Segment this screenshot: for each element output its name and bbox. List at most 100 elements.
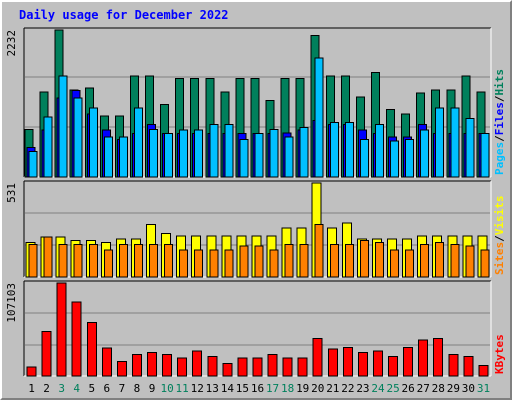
kbytes-bar-day-1 bbox=[26, 366, 37, 377]
x-tick-label-day-20: 20 bbox=[311, 382, 324, 395]
pages-bar-day-19 bbox=[299, 127, 309, 178]
x-tick-label-day-13: 13 bbox=[206, 382, 219, 395]
sites-bar-day-22 bbox=[344, 243, 354, 278]
sites-bar-day-21 bbox=[329, 243, 339, 278]
sites-bar-day-3 bbox=[58, 243, 68, 278]
x-tick-label-day-18: 18 bbox=[281, 382, 294, 395]
x-tick-label-day-6: 6 bbox=[104, 382, 111, 395]
sites-bar-day-16 bbox=[254, 245, 264, 278]
kbytes-bar-day-28 bbox=[433, 337, 444, 377]
kbytes-bar-day-31 bbox=[478, 364, 489, 377]
pages-bar-day-6 bbox=[103, 136, 113, 178]
sites-bar-day-18 bbox=[284, 243, 294, 278]
sites-bar-day-14 bbox=[224, 249, 234, 278]
pages-bar-day-25 bbox=[390, 140, 400, 178]
sites-bar-day-30 bbox=[465, 245, 475, 278]
pages-bar-day-3 bbox=[58, 75, 68, 178]
x-tick-label-day-7: 7 bbox=[119, 382, 126, 395]
x-tick-label-day-30: 30 bbox=[462, 382, 475, 395]
kbytes-panel-legend: KBytes bbox=[493, 334, 506, 374]
kbytes-bar-day-14 bbox=[222, 362, 233, 377]
legend-hits: Hits bbox=[493, 69, 506, 96]
pages-bar-day-29 bbox=[450, 107, 460, 178]
kbytes-bar-day-9 bbox=[147, 352, 158, 377]
x-tick-label-day-22: 22 bbox=[341, 382, 354, 395]
x-tick-label-day-17: 17 bbox=[266, 382, 279, 395]
kbytes-bar-day-12 bbox=[192, 350, 203, 377]
pages-bar-day-12 bbox=[194, 129, 204, 178]
pages-bar-day-26 bbox=[405, 138, 415, 178]
visits-panel-ymax-label: 531 bbox=[5, 183, 18, 203]
visits-panel-legend: Sites/Visits bbox=[493, 196, 506, 276]
sites-bar-day-25 bbox=[390, 249, 400, 278]
kbytes-bar-day-7 bbox=[116, 361, 127, 377]
sites-bar-day-31 bbox=[480, 249, 490, 278]
kbytes-bar-day-3 bbox=[56, 282, 67, 377]
x-tick-label-day-1: 1 bbox=[28, 382, 35, 395]
pages-bar-day-18 bbox=[284, 136, 294, 178]
pages-bar-day-8 bbox=[133, 107, 143, 178]
kbytes-bar-day-19 bbox=[297, 357, 308, 377]
kbytes-bar-day-26 bbox=[403, 346, 414, 377]
sites-bar-day-23 bbox=[359, 240, 369, 278]
x-tick-label-day-27: 27 bbox=[417, 382, 430, 395]
x-tick-label-day-25: 25 bbox=[386, 382, 399, 395]
pages-bar-day-1 bbox=[28, 150, 38, 178]
pages-bar-day-9 bbox=[149, 128, 159, 178]
x-tick-label-day-10: 10 bbox=[160, 382, 173, 395]
kbytes-bar-day-2 bbox=[41, 330, 52, 377]
sites-bar-day-10 bbox=[164, 243, 174, 278]
sites-bar-day-1 bbox=[28, 243, 38, 278]
sites-bar-day-12 bbox=[194, 249, 204, 278]
sites-bar-day-6 bbox=[103, 249, 113, 278]
kbytes-bar-day-11 bbox=[177, 357, 188, 377]
sites-bar-day-8 bbox=[133, 243, 143, 278]
sites-bar-day-26 bbox=[405, 249, 415, 278]
kbytes-bar-day-22 bbox=[342, 346, 353, 377]
hits-panel-legend-separator: / bbox=[493, 95, 506, 102]
pages-bar-day-30 bbox=[465, 118, 475, 178]
pages-bar-day-31 bbox=[480, 133, 490, 178]
sites-bar-day-24 bbox=[374, 242, 384, 278]
kbytes-bar-day-4 bbox=[71, 301, 82, 377]
kbytes-bar-day-18 bbox=[282, 357, 293, 377]
kbytes-bar-day-25 bbox=[388, 355, 399, 377]
sites-bar-day-2 bbox=[43, 236, 53, 278]
legend-visits: Visits bbox=[493, 196, 506, 236]
legend-sites: Sites bbox=[493, 242, 506, 275]
pages-bar-day-4 bbox=[73, 97, 83, 178]
pages-bar-day-27 bbox=[420, 129, 430, 178]
kbytes-bar-day-16 bbox=[252, 357, 263, 377]
kbytes-bar-day-5 bbox=[86, 321, 97, 377]
x-tick-label-day-23: 23 bbox=[356, 382, 369, 395]
pages-bar-day-28 bbox=[435, 107, 445, 178]
pages-bar-day-15 bbox=[239, 138, 249, 178]
kbytes-bar-day-21 bbox=[327, 348, 338, 377]
kbytes-panel-ymax-label: 107103 bbox=[5, 283, 18, 323]
pages-bar-day-20 bbox=[314, 57, 324, 178]
x-tick-label-day-28: 28 bbox=[432, 382, 445, 395]
x-tick-label-day-16: 16 bbox=[251, 382, 264, 395]
kbytes-bar-day-23 bbox=[357, 352, 368, 377]
x-tick-label-day-9: 9 bbox=[149, 382, 156, 395]
legend-files: Files bbox=[493, 102, 506, 135]
pages-bar-day-16 bbox=[254, 133, 264, 178]
pages-bar-day-17 bbox=[269, 128, 279, 178]
x-tick-label-day-3: 3 bbox=[58, 382, 65, 395]
kbytes-bar-day-10 bbox=[162, 354, 173, 377]
sites-bar-day-20 bbox=[314, 224, 324, 278]
pages-bar-day-14 bbox=[224, 123, 234, 178]
x-tick-label-day-8: 8 bbox=[134, 382, 141, 395]
sites-bar-day-11 bbox=[179, 249, 189, 278]
sites-bar-day-19 bbox=[299, 243, 309, 278]
sites-bar-day-29 bbox=[450, 243, 460, 278]
x-tick-label-day-11: 11 bbox=[176, 382, 189, 395]
x-tick-label-day-29: 29 bbox=[447, 382, 460, 395]
x-tick-label-day-24: 24 bbox=[371, 382, 385, 395]
x-tick-label-day-26: 26 bbox=[402, 382, 415, 395]
sites-bar-day-7 bbox=[118, 243, 128, 278]
kbytes-bar-day-30 bbox=[463, 355, 474, 377]
x-tick-label-day-31: 31 bbox=[477, 382, 490, 395]
